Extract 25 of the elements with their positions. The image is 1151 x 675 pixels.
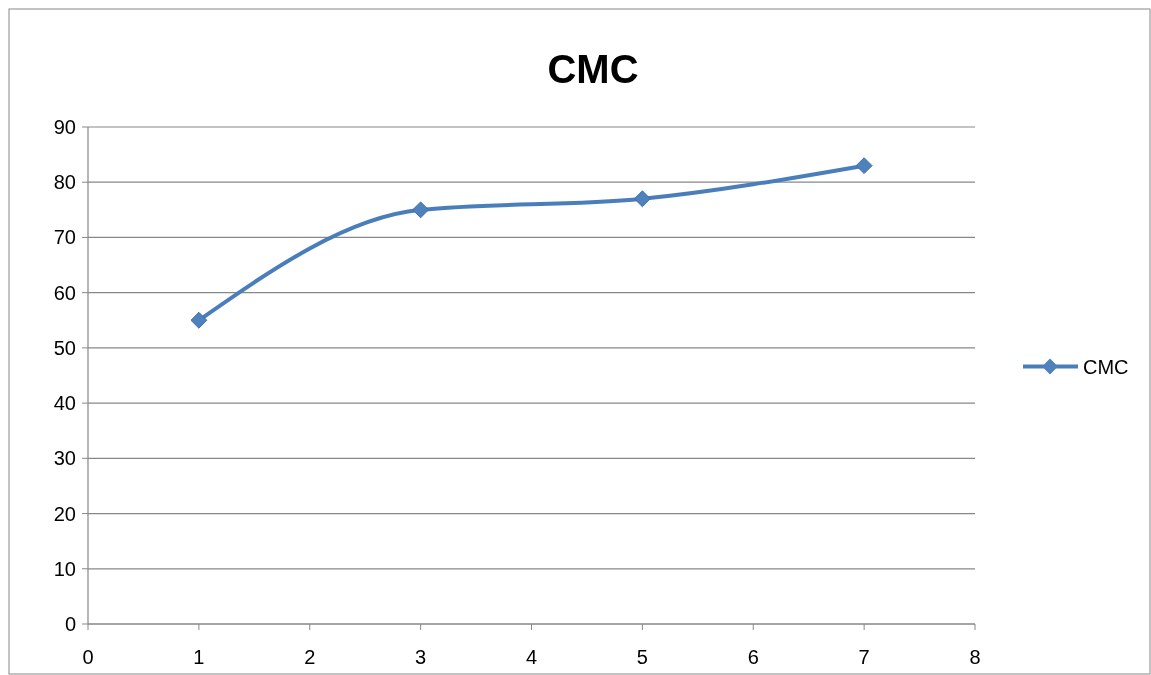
point — [633, 190, 651, 208]
x-tick-label: 4 — [525, 646, 538, 668]
y-tick-label: 70 — [53, 226, 76, 249]
y-tick-label: 60 — [53, 281, 76, 304]
point — [190, 311, 208, 329]
x-tick-label: 3 — [415, 646, 427, 668]
y-tick-label: 90 — [53, 116, 76, 138]
y-tick-label: 10 — [53, 557, 76, 580]
y-tick-label: 0 — [64, 613, 76, 635]
x-tick-label: 7 — [858, 646, 870, 668]
x-tick-label: 6 — [747, 646, 759, 668]
y-tick-label: 80 — [53, 171, 76, 194]
x-tick-label: 5 — [636, 646, 648, 668]
legend-label: CMC — [1083, 355, 1129, 378]
y-tick-label: 30 — [53, 447, 76, 470]
point — [412, 201, 430, 219]
x-tick-label: 0 — [82, 646, 94, 668]
chart-title: CMC — [547, 47, 639, 91]
x-tick-label: 1 — [193, 646, 205, 668]
point — [855, 157, 873, 175]
y-tick-label: 20 — [53, 502, 76, 525]
x-tick-label: 8 — [969, 646, 981, 668]
y-tick-label: 50 — [53, 336, 76, 359]
x-tick-label: 2 — [304, 646, 316, 668]
y-tick-label: 40 — [53, 392, 76, 415]
